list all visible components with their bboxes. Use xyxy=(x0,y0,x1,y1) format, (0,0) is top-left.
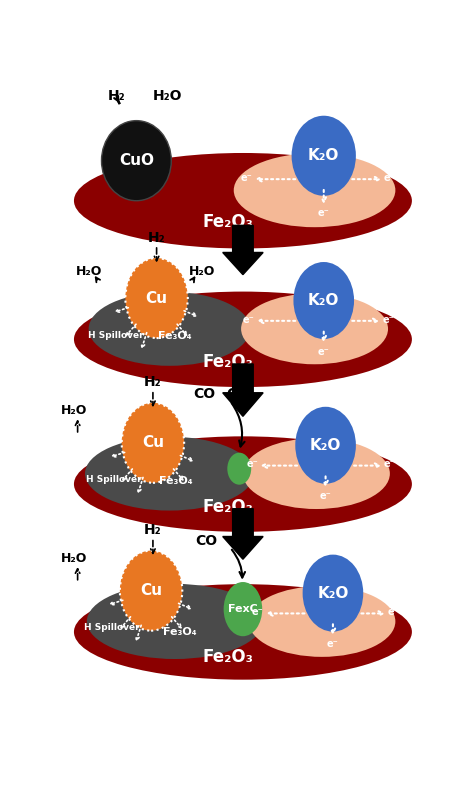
Text: e⁻: e⁻ xyxy=(327,639,339,650)
Text: H₂O: H₂O xyxy=(76,265,102,278)
Text: e⁻: e⁻ xyxy=(241,173,253,183)
Text: H₂O: H₂O xyxy=(61,551,87,565)
Text: CuO: CuO xyxy=(119,153,154,168)
Text: H₂: H₂ xyxy=(144,375,162,390)
Ellipse shape xyxy=(122,402,184,483)
Text: Fe₂O₃: Fe₂O₃ xyxy=(203,498,254,516)
Text: H Spillover: H Spillover xyxy=(83,623,139,632)
Text: FexC: FexC xyxy=(228,604,258,614)
Ellipse shape xyxy=(87,584,263,659)
Ellipse shape xyxy=(302,554,363,632)
Ellipse shape xyxy=(292,116,356,196)
Text: Cu: Cu xyxy=(140,583,162,598)
Text: e⁻: e⁻ xyxy=(318,346,329,357)
Text: CO₂: CO₂ xyxy=(227,386,255,401)
Text: Cu: Cu xyxy=(142,435,164,450)
Ellipse shape xyxy=(125,258,188,338)
FancyArrow shape xyxy=(223,226,263,274)
Ellipse shape xyxy=(295,406,356,484)
FancyArrow shape xyxy=(223,509,263,559)
Text: Fe₂O₃: Fe₂O₃ xyxy=(203,214,254,231)
Text: CO: CO xyxy=(193,386,215,401)
Text: e⁻: e⁻ xyxy=(384,173,396,183)
Text: e⁻: e⁻ xyxy=(318,208,329,218)
Ellipse shape xyxy=(243,438,390,509)
Text: H Spillover: H Spillover xyxy=(86,475,141,484)
Ellipse shape xyxy=(293,262,354,339)
Text: CO₂: CO₂ xyxy=(228,534,256,548)
Text: H₂: H₂ xyxy=(148,230,165,245)
Ellipse shape xyxy=(120,550,182,630)
Ellipse shape xyxy=(74,436,412,532)
Text: Fe₂O₃: Fe₂O₃ xyxy=(203,353,254,371)
Text: K₂O: K₂O xyxy=(310,438,341,453)
Text: H₂O: H₂O xyxy=(61,404,87,417)
Text: H₂: H₂ xyxy=(108,89,125,103)
Ellipse shape xyxy=(234,154,395,227)
Text: H₂: H₂ xyxy=(144,523,162,538)
Text: e⁻: e⁻ xyxy=(382,314,394,325)
Text: K₂O: K₂O xyxy=(308,293,339,308)
Text: Fe₂O₃: Fe₂O₃ xyxy=(203,647,254,666)
Text: CO: CO xyxy=(195,534,217,548)
Ellipse shape xyxy=(74,584,412,680)
Ellipse shape xyxy=(228,453,251,485)
Ellipse shape xyxy=(74,291,412,387)
Text: e⁻: e⁻ xyxy=(384,459,396,470)
Text: K₂O: K₂O xyxy=(308,148,339,163)
Ellipse shape xyxy=(241,294,388,364)
Text: e⁻: e⁻ xyxy=(243,314,255,325)
Ellipse shape xyxy=(224,582,262,636)
Text: K₂O: K₂O xyxy=(317,586,348,601)
Ellipse shape xyxy=(85,437,254,510)
Text: e⁻: e⁻ xyxy=(319,491,331,502)
FancyArrow shape xyxy=(223,364,263,416)
Ellipse shape xyxy=(248,586,395,657)
Text: H₂O: H₂O xyxy=(153,89,182,103)
Text: H Spillover: H Spillover xyxy=(88,330,144,339)
Text: e⁻: e⁻ xyxy=(252,607,264,618)
Ellipse shape xyxy=(89,292,250,366)
Text: Cu: Cu xyxy=(146,290,168,306)
Text: Fe₃O₄: Fe₃O₄ xyxy=(158,331,192,342)
Text: e⁻: e⁻ xyxy=(388,607,400,618)
Text: Fe₃O₄: Fe₃O₄ xyxy=(163,627,197,637)
Ellipse shape xyxy=(74,153,412,249)
Text: Fe₃O₄: Fe₃O₄ xyxy=(159,476,193,486)
Text: H₂O: H₂O xyxy=(189,265,216,278)
Ellipse shape xyxy=(101,121,171,201)
Text: e⁻: e⁻ xyxy=(246,459,258,470)
